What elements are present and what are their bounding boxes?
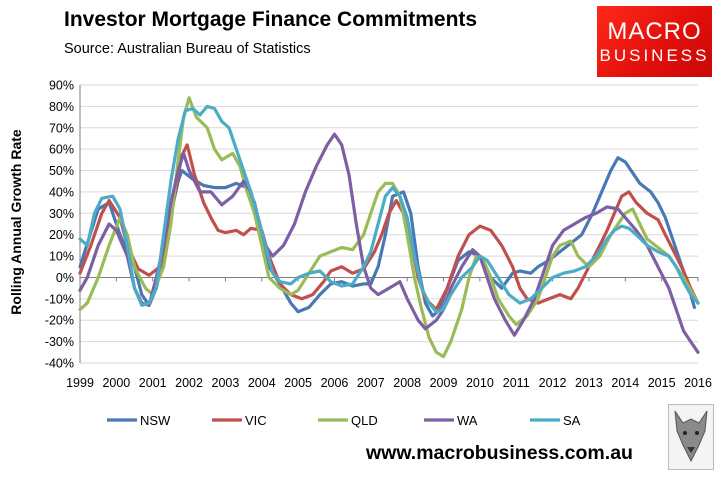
logo-text-macro: MACRO (607, 18, 702, 45)
x-tick-label: 2012 (539, 376, 567, 390)
x-tick-label: 2004 (248, 376, 276, 390)
chart-source: Source: Australian Bureau of Statistics (64, 41, 311, 57)
y-tick-label: -10% (45, 292, 74, 306)
x-tick-label: 2001 (139, 376, 167, 390)
x-tick-label: 2011 (503, 376, 530, 390)
y-tick-label: 0% (56, 271, 74, 285)
legend-label-sa: SA (563, 413, 581, 428)
y-tick-label: 10% (49, 250, 74, 264)
y-tick-label: 60% (49, 143, 74, 157)
x-tick-label: 2014 (611, 376, 639, 390)
y-tick-label: 80% (49, 100, 74, 114)
x-tick-label: 2006 (321, 376, 349, 390)
x-tick-label: 2003 (212, 376, 240, 390)
y-tick-label: 40% (49, 185, 74, 199)
x-tick-label: 2013 (575, 376, 603, 390)
y-tick-label: -40% (45, 357, 74, 371)
y-axis-label: Rolling Annual Growth Rate (8, 129, 24, 315)
website-url: www.macrobusiness.com.au (366, 442, 633, 464)
series-lines (78, 96, 700, 359)
x-tick-label: 2007 (357, 376, 385, 390)
y-tick-label: 70% (49, 121, 74, 135)
x-tick-label: 2002 (175, 376, 203, 390)
y-tick-label: 20% (49, 228, 74, 242)
y-tick-label: 90% (49, 79, 74, 93)
y-tick-label: -30% (45, 335, 74, 349)
x-tick-label: 2000 (102, 376, 130, 390)
series-line-wa (78, 132, 700, 354)
axes: -40% -30% -20% -10% 0% 10% 20% 30% 40% 50% 60% 70% 8… (45, 79, 712, 391)
legend-label-wa: WA (457, 413, 478, 428)
x-tick-label: 2005 (284, 376, 312, 390)
x-tick-label: 2015 (648, 376, 676, 390)
legend-label-vic: VIC (245, 413, 267, 428)
logo-text-business: BUSINESS (599, 46, 710, 65)
wolf-logo-icon (668, 404, 714, 470)
series-line-qld (78, 96, 700, 359)
y-tick-label: 30% (49, 207, 74, 221)
y-tick-label: -20% (45, 314, 74, 328)
macrobusiness-logo: MACRO BUSINESS (597, 6, 712, 77)
y-tick-label: 50% (49, 164, 74, 178)
x-tick-label: 2009 (430, 376, 458, 390)
legend-label-qld: QLD (351, 413, 378, 428)
x-tick-label: 1999 (66, 376, 94, 390)
legend-label-nsw: NSW (140, 413, 171, 428)
x-tick-label: 2016 (684, 376, 712, 390)
legend: NSW VIC QLD WA SA (107, 413, 581, 428)
x-tick-label: 2008 (393, 376, 421, 390)
x-tick-label: 2010 (466, 376, 494, 390)
series-line-sa (78, 104, 700, 314)
chart-title: Investor Mortgage Finance Commitments (64, 8, 478, 31)
